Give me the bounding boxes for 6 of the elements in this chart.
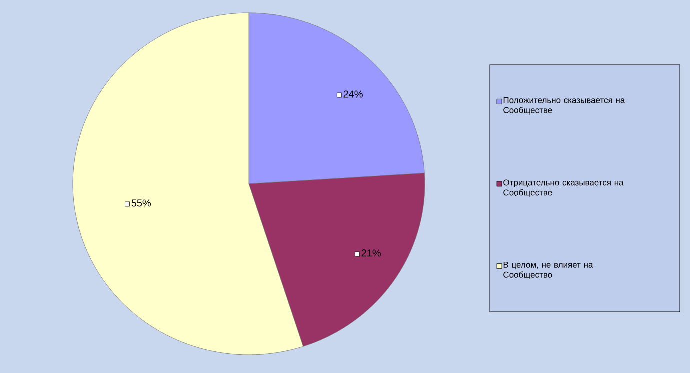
legend-label: Отрицательно сказывается на Сообществе bbox=[504, 180, 624, 198]
legend-label: В целом, не влияет на Сообщество bbox=[504, 262, 594, 280]
data-label: 24% bbox=[344, 90, 363, 98]
legend-label: Положительно сказывается на Сообществе bbox=[504, 97, 626, 115]
data-label: 21% bbox=[362, 250, 381, 257]
data-label: 55% bbox=[132, 200, 152, 207]
